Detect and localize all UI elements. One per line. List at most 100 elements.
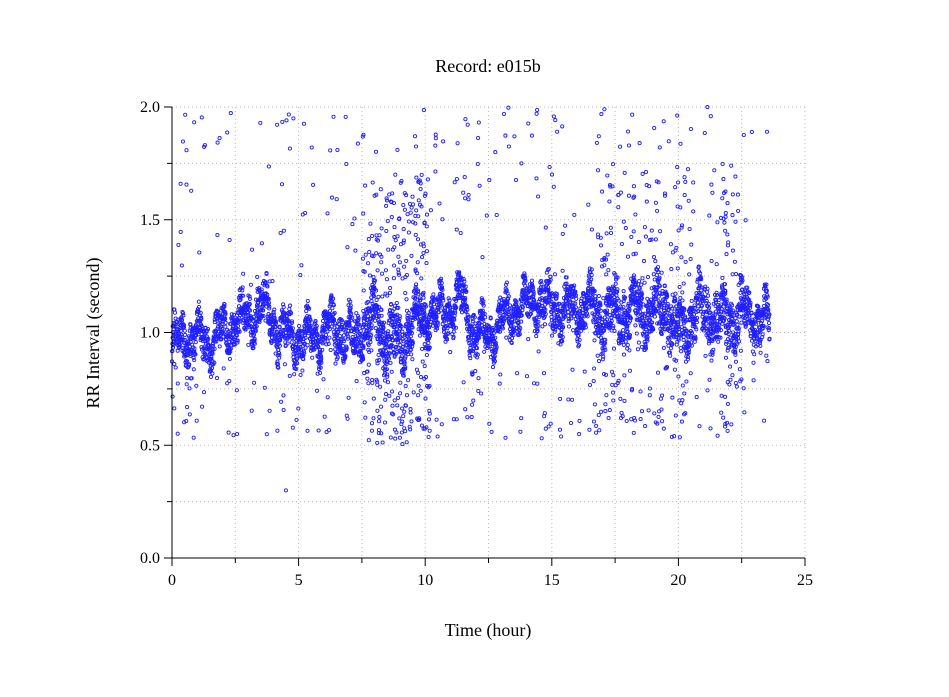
outlier-point (366, 237, 371, 242)
rr-point (633, 323, 638, 328)
outlier-point (558, 396, 563, 401)
outlier-point (373, 149, 379, 154)
rr-point (386, 329, 391, 334)
outlier-point (194, 383, 199, 388)
rr-point (765, 359, 770, 364)
rr-point (278, 338, 283, 343)
outlier-point (722, 220, 727, 225)
outlier-point (350, 222, 355, 227)
rr-point (361, 357, 366, 362)
outlier-point (374, 251, 379, 256)
rr-point (344, 345, 349, 350)
outlier-point (398, 391, 403, 396)
rr-point (476, 376, 481, 381)
rr-point (468, 343, 473, 348)
rr-point (319, 354, 324, 359)
rr-point (308, 325, 313, 330)
outlier-point (633, 212, 638, 217)
rr-point (637, 309, 642, 314)
outlier-point (594, 430, 599, 435)
rr-point (621, 352, 627, 357)
rr-point (497, 329, 502, 334)
rr-point (529, 278, 535, 283)
outlier-point (420, 359, 425, 364)
rr-point (428, 333, 433, 338)
rr-point (531, 291, 536, 296)
rr-point (680, 298, 685, 303)
rr-point (527, 286, 532, 291)
rr-point (733, 316, 738, 321)
rr-point (179, 332, 184, 337)
rr-point (477, 335, 482, 340)
outlier-point (725, 232, 730, 237)
outlier-point (324, 430, 329, 435)
outlier-point (733, 174, 738, 179)
outlier-point (433, 169, 438, 174)
outlier-point (380, 294, 385, 299)
rr-point (448, 350, 453, 355)
outlier-point (400, 406, 405, 411)
outlier-point (406, 230, 411, 235)
outlier-point (178, 181, 183, 186)
outlier-point (175, 431, 180, 436)
rr-point (183, 332, 188, 337)
rr-point (416, 327, 421, 332)
rr-point (265, 292, 270, 297)
outlier-point (385, 380, 391, 385)
outlier-point (679, 419, 684, 424)
rr-point (331, 296, 336, 301)
rr-point (251, 345, 256, 350)
outlier-point (607, 408, 612, 413)
rr-point (181, 313, 186, 318)
rr-point (476, 320, 481, 325)
rr-point (751, 360, 756, 365)
rr-point (207, 343, 212, 348)
rr-point (401, 371, 406, 376)
rr-point (443, 308, 448, 313)
rr-point (506, 296, 511, 301)
outlier-point (408, 410, 413, 415)
rr-point (175, 381, 180, 386)
outlier-point (231, 433, 236, 438)
rr-point (267, 304, 272, 309)
outlier-point (328, 148, 333, 153)
rr-point (493, 344, 498, 350)
rr-point (298, 372, 303, 377)
outlier-point (409, 419, 414, 424)
rr-point (439, 302, 444, 307)
outlier-point (489, 429, 494, 434)
outlier-point (422, 342, 427, 347)
outlier-point (366, 381, 371, 386)
rr-point (184, 382, 189, 387)
rr-point (201, 390, 207, 395)
outlier-point (600, 189, 605, 194)
rr-point (345, 336, 351, 341)
outlier-point (390, 403, 395, 408)
rr-point (287, 333, 292, 338)
rr-point (493, 335, 498, 340)
outlier-point (688, 256, 693, 262)
outlier-point (599, 112, 604, 117)
rr-point (536, 323, 541, 328)
outlier-point (352, 216, 357, 221)
rr-point (361, 343, 366, 349)
rr-point (366, 362, 371, 367)
outlier-point (669, 267, 674, 272)
rr-point (396, 345, 401, 350)
outlier-point (631, 430, 636, 435)
rr-point (377, 313, 382, 318)
outlier-point (689, 242, 694, 247)
rr-point (403, 383, 408, 389)
outlier-point (611, 373, 616, 378)
rr-point (192, 346, 197, 351)
outlier-point (378, 404, 384, 409)
outlier-point (363, 183, 368, 188)
outlier-point (560, 268, 565, 273)
outlier-point (329, 195, 335, 200)
outlier-point (413, 144, 419, 149)
outlier-point (335, 147, 340, 153)
outlier-point (287, 373, 292, 378)
outlier-point (529, 133, 534, 138)
outlier-point (455, 141, 460, 146)
rr-point (282, 313, 287, 318)
